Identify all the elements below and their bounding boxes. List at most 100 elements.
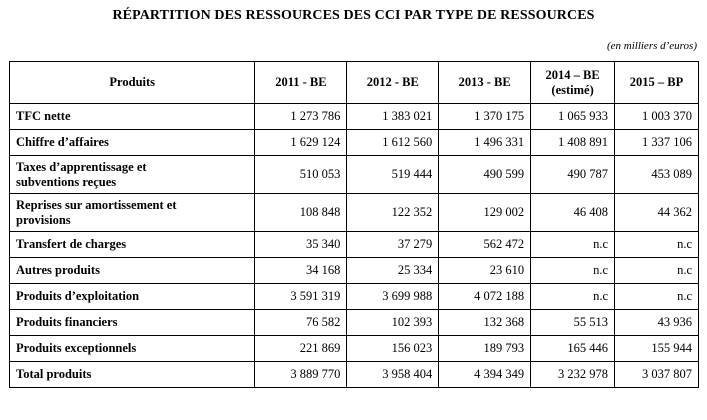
table-cell: 55 513 xyxy=(530,309,616,336)
row-label-text: Transfert de charges xyxy=(16,237,127,251)
table-cell: 562 472 xyxy=(438,231,532,258)
row-label: TFC nette xyxy=(8,103,256,130)
row-label: Transfert de charges xyxy=(8,231,256,258)
table-row: Produits exceptionnels 221 869 156 023 189 … xyxy=(8,335,699,362)
table-cell: 221 869 xyxy=(254,335,348,362)
row-label-text: Produits exceptionnels xyxy=(16,341,137,355)
header-year-2: 2012 - BE xyxy=(346,61,440,104)
header-text: 2012 - BE xyxy=(366,75,419,89)
row-label-text: Autres produits xyxy=(16,263,100,277)
header-text: Produits xyxy=(109,75,156,89)
row-label: Produits d’exploitation xyxy=(8,283,256,310)
table-cell: 453 089 xyxy=(614,155,699,194)
header-year-4: 2014 – BE (estimé) xyxy=(530,61,616,104)
table-cell: n.c xyxy=(530,257,616,284)
table-row: Produits d’exploitation 3 591 319 3 699 98… xyxy=(8,283,699,310)
table-cell: 1 496 331 xyxy=(438,129,532,156)
row-label-text: Produits financiers xyxy=(16,315,118,329)
table-cell: 155 944 xyxy=(614,335,699,362)
table-cell: n.c xyxy=(614,257,699,284)
table-cell: 132 368 xyxy=(438,309,532,336)
table-cell: 1 383 021 xyxy=(346,103,440,130)
row-label-text: Taxes d’apprentissage et xyxy=(16,159,147,174)
table-cell: 3 591 319 xyxy=(254,283,348,310)
table-cell: n.c xyxy=(530,231,616,258)
table-cell: 43 936 xyxy=(614,309,699,336)
table-cell: 23 610 xyxy=(438,257,532,284)
table-cell: 4 072 188 xyxy=(438,283,532,310)
table-cell: 156 023 xyxy=(346,335,440,362)
header-year-3: 2013 - BE xyxy=(438,61,532,104)
header-text: (estimé) xyxy=(551,82,594,97)
table-row: Reprises sur amortissement et provisions 1… xyxy=(8,193,699,232)
table-row: Produits financiers 76 582 102 393 132 368 5… xyxy=(8,309,699,336)
table-cell: 46 408 xyxy=(530,193,616,232)
row-label-text: TFC nette xyxy=(16,109,71,123)
table-cell: 102 393 xyxy=(346,309,440,336)
resources-table: Produits 2011 - BE 2012 - BE 2013 - BE 2014 … xyxy=(8,61,699,388)
header-year-1: 2011 - BE xyxy=(254,61,348,104)
table-row: Taxes d’apprentissage et subventions reçu… xyxy=(8,155,699,194)
table-cell: 35 340 xyxy=(254,231,348,258)
header-year-5: 2015 – BP xyxy=(614,61,699,104)
table-cell: 1 370 175 xyxy=(438,103,532,130)
row-label: Produits exceptionnels xyxy=(8,335,256,362)
table-row: Autres produits 34 168 25 334 23 610 n.c n.c xyxy=(8,257,699,284)
header-text: 2013 - BE xyxy=(458,75,511,89)
table-cell: 44 362 xyxy=(614,193,699,232)
row-label: Total produits xyxy=(8,361,256,388)
table-cell: 490 599 xyxy=(438,155,532,194)
table-cell: 4 394 349 xyxy=(438,361,532,388)
table-cell: 519 444 xyxy=(346,155,440,194)
table-row: Chiffre d’affaires 1 629 124 1 612 560 1 49… xyxy=(8,129,699,156)
table-cell: 108 848 xyxy=(254,193,348,232)
table-cell: 1 003 370 xyxy=(614,103,699,130)
table-cell: 37 279 xyxy=(346,231,440,258)
row-label: Chiffre d’affaires xyxy=(8,129,256,156)
table-cell: 189 793 xyxy=(438,335,532,362)
table-cell: n.c xyxy=(614,231,699,258)
table-row: Total produits 3 889 770 3 958 404 4 394 34… xyxy=(8,361,699,388)
row-label: Taxes d’apprentissage et subventions reçu… xyxy=(8,155,256,194)
row-label: Autres produits xyxy=(8,257,256,284)
row-label-text: Produits d’exploitation xyxy=(16,289,140,303)
table-cell: 1 065 933 xyxy=(530,103,616,130)
row-label-text: Reprises sur amortissement et xyxy=(16,197,177,212)
header-text: 2014 – BE xyxy=(545,67,600,82)
table-cell: 1 337 106 xyxy=(614,129,699,156)
table-cell: 1 408 891 xyxy=(530,129,616,156)
header-produits: Produits xyxy=(8,61,256,104)
header-text: 2011 - BE xyxy=(275,75,327,89)
header-text: 2015 – BP xyxy=(629,75,684,89)
table-cell: 1 273 786 xyxy=(254,103,348,130)
row-label: Reprises sur amortissement et provisions xyxy=(8,193,256,232)
table-cell: 3 037 807 xyxy=(614,361,699,388)
table-header-row: Produits 2011 - BE 2012 - BE 2013 - BE 2014 … xyxy=(8,61,699,104)
table-cell: 25 334 xyxy=(346,257,440,284)
table-cell: 3 699 988 xyxy=(346,283,440,310)
row-label-text: Chiffre d’affaires xyxy=(16,135,109,149)
table-cell: 3 889 770 xyxy=(254,361,348,388)
table-cell: 122 352 xyxy=(346,193,440,232)
row-label-text: Total produits xyxy=(16,367,92,381)
table-cell: 490 787 xyxy=(530,155,616,194)
table-row: Transfert de charges 35 340 37 279 562 472 n… xyxy=(8,231,699,258)
row-label-text: provisions xyxy=(16,212,71,227)
unit-note: (en milliers d’euros) xyxy=(606,40,697,52)
row-label-text: subventions reçues xyxy=(16,174,117,189)
row-label: Produits financiers xyxy=(8,309,256,336)
table-cell: 165 446 xyxy=(530,335,616,362)
table-cell: n.c xyxy=(530,283,616,310)
table-cell: 3 958 404 xyxy=(346,361,440,388)
table-cell: 1 629 124 xyxy=(254,129,348,156)
table-cell: 3 232 978 xyxy=(530,361,616,388)
table-cell: 510 053 xyxy=(254,155,348,194)
table-cell: 1 612 560 xyxy=(346,129,440,156)
table-cell: 76 582 xyxy=(254,309,348,336)
table-cell: 34 168 xyxy=(254,257,348,284)
document-title: RÉPARTITION DES RESSOURCES DES CCI PAR T… xyxy=(112,8,595,23)
table-row: TFC nette 1 273 786 1 383 021 1 370 175 1 06… xyxy=(8,103,699,130)
table-body: TFC nette 1 273 786 1 383 021 1 370 175 1 06… xyxy=(8,103,699,388)
table-cell: n.c xyxy=(614,283,699,310)
table-cell: 129 002 xyxy=(438,193,532,232)
